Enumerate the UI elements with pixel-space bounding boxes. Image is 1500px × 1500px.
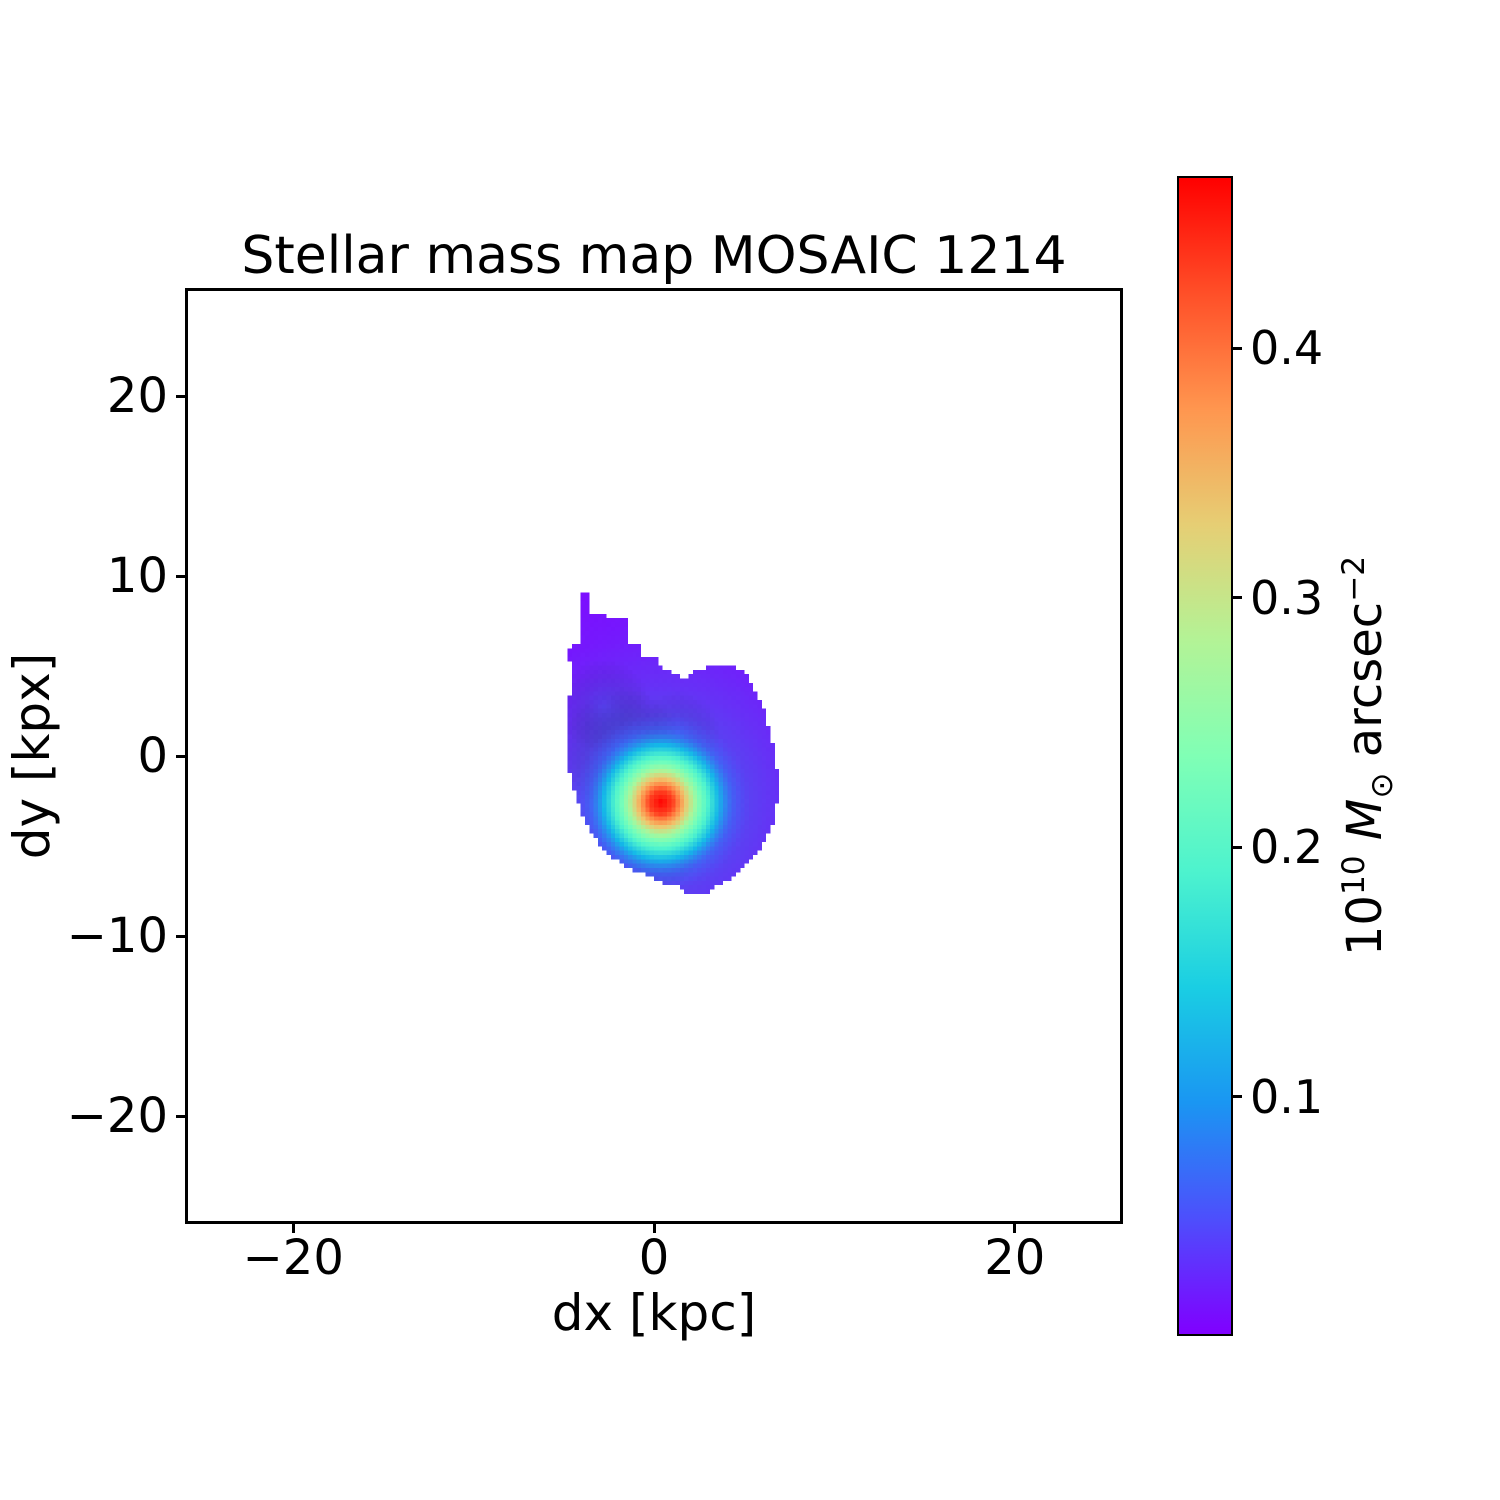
y-tick-mark: [176, 1114, 185, 1118]
colorbar-tick-label: 0.4: [1250, 321, 1324, 376]
y-tick-mark: [176, 394, 185, 398]
colorbar-tick-label: 0.1: [1250, 1069, 1324, 1124]
colorbar-tick-mark: [1233, 1095, 1242, 1099]
colorbar-tick-mark: [1233, 596, 1242, 600]
cb-label-mass-symbol: M: [1337, 798, 1394, 841]
chart-title: Stellar mass map MOSAIC 1214: [241, 226, 1067, 286]
x-tick-label: 0: [638, 1230, 670, 1286]
y-tick-mark: [176, 574, 185, 578]
x-tick-label: −20: [242, 1230, 344, 1286]
y-tick-label: 10: [106, 548, 168, 604]
colorbar-tick-label: 0.3: [1250, 570, 1324, 625]
colorbar-tick-mark: [1233, 346, 1242, 350]
y-tick-mark: [176, 754, 185, 758]
colorbar: [1177, 176, 1233, 1336]
sun-symbol-icon: ⊙: [1363, 772, 1400, 799]
y-tick-label: 0: [137, 728, 168, 784]
y-tick-label: −10: [66, 908, 168, 964]
colorbar-axis-label: 1010 M⊙ arcsec−2: [1336, 556, 1400, 956]
cb-label-unit: arcsec: [1337, 601, 1394, 758]
y-tick-mark: [176, 934, 185, 938]
x-axis-label: dx [kpc]: [551, 1284, 757, 1342]
cb-label-unit-exponent: −2: [1336, 555, 1373, 602]
colorbar-tick-label: 0.2: [1250, 820, 1324, 875]
plot-area: [185, 288, 1123, 1224]
stellar-mass-heatmap: [188, 291, 1120, 1221]
x-tick-label: 20: [984, 1230, 1046, 1286]
cb-label-exponent: 10: [1336, 855, 1373, 896]
x-tick-mark: [291, 1224, 295, 1233]
y-tick-label: −20: [66, 1088, 168, 1144]
x-tick-mark: [652, 1224, 656, 1233]
cb-label-mantissa: 10: [1337, 895, 1394, 957]
x-tick-mark: [1013, 1224, 1017, 1233]
y-tick-label: 20: [106, 368, 168, 424]
colorbar-tick-mark: [1233, 845, 1242, 849]
y-axis-label: dy [kpx]: [3, 652, 61, 860]
